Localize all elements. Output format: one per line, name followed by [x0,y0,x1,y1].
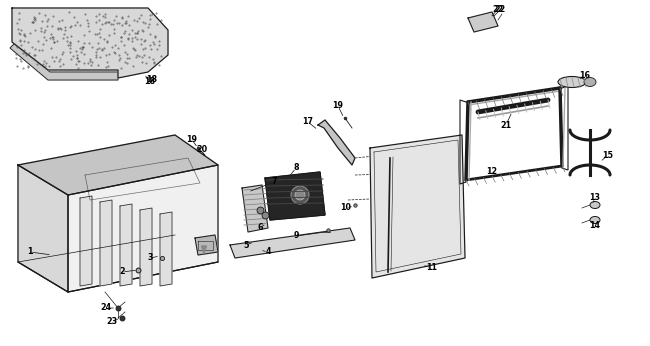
Text: 15: 15 [603,151,614,160]
Polygon shape [370,135,465,278]
Ellipse shape [295,190,305,200]
Text: 20: 20 [196,146,207,155]
Polygon shape [160,212,172,286]
Ellipse shape [291,186,309,204]
Text: 18: 18 [144,78,155,86]
Text: 3: 3 [148,254,153,263]
Polygon shape [10,44,118,80]
Polygon shape [12,8,168,78]
Text: 22: 22 [495,6,506,15]
Polygon shape [195,235,218,255]
Text: 7: 7 [271,177,277,186]
Ellipse shape [590,217,600,224]
Polygon shape [265,172,325,220]
Text: 2: 2 [119,267,125,276]
Polygon shape [468,12,498,32]
Text: 24: 24 [101,303,112,312]
Text: 21: 21 [500,120,512,129]
Ellipse shape [584,78,596,86]
Polygon shape [230,228,355,258]
Polygon shape [18,135,218,195]
Polygon shape [100,200,112,286]
Text: 17: 17 [302,118,313,127]
Ellipse shape [558,76,586,88]
Text: 22: 22 [493,4,504,13]
Polygon shape [140,208,152,286]
Text: 14: 14 [590,220,601,229]
Text: 4: 4 [265,247,271,256]
Text: 9: 9 [293,231,299,240]
Text: 10: 10 [341,203,352,212]
Text: 8: 8 [293,164,299,173]
Text: 19: 19 [187,136,198,145]
Text: 16: 16 [580,71,590,80]
Text: 23: 23 [107,318,118,327]
Polygon shape [80,196,92,286]
Polygon shape [18,165,68,292]
Text: 18: 18 [146,75,157,84]
Text: 19: 19 [333,101,343,110]
Text: 13: 13 [590,193,601,202]
Text: 11: 11 [426,264,437,273]
Text: 5: 5 [243,240,249,249]
Text: 1: 1 [27,247,32,256]
Ellipse shape [590,201,600,209]
Text: 6: 6 [257,224,263,233]
Text: 12: 12 [486,167,497,176]
FancyArrow shape [202,246,207,254]
Polygon shape [68,165,218,292]
Polygon shape [318,120,355,165]
Polygon shape [120,204,132,286]
Polygon shape [242,185,268,232]
